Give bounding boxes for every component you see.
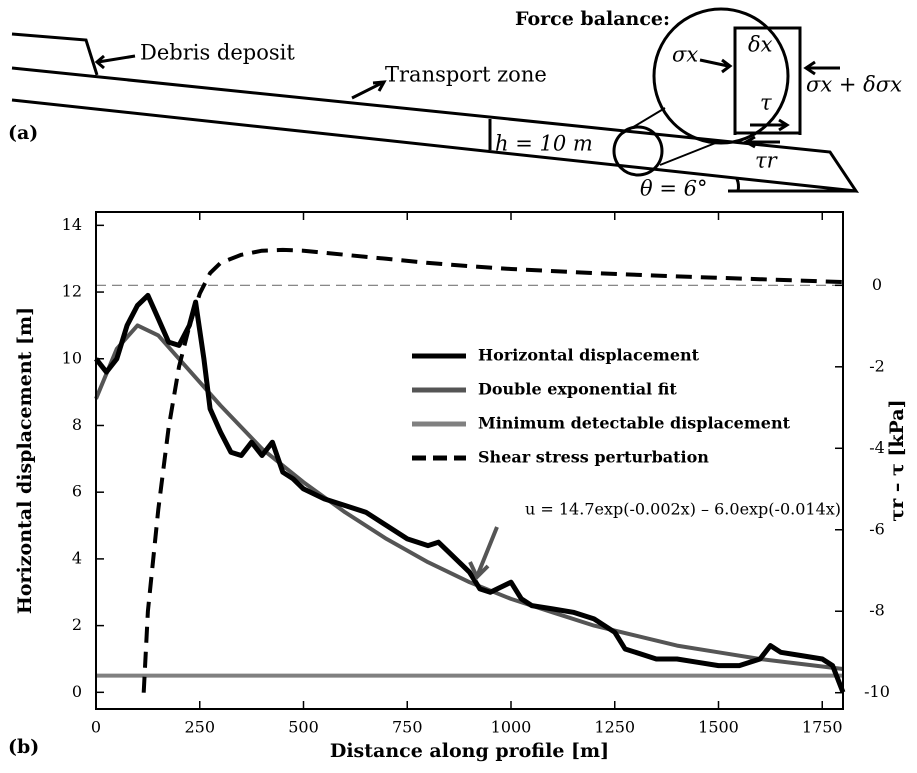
transport-label: Transport zone: [385, 63, 547, 87]
y2-tick-label: -8: [869, 601, 885, 620]
x-tick-label: 0: [91, 718, 101, 737]
x-tick-label: 500: [288, 718, 319, 737]
y2-tick-label: -4: [869, 438, 885, 457]
force-balance-title: Force balance:: [515, 8, 670, 30]
dx-label: δx: [748, 33, 773, 57]
panel-label: (b): [8, 736, 39, 758]
thickness-label: h = 10 m: [495, 132, 593, 156]
y-tick-label: 10: [62, 348, 82, 367]
y2-tick-label: -10: [864, 682, 890, 701]
plot-frame: [96, 212, 843, 709]
angle-arc: [737, 179, 738, 191]
y-tick-label: 2: [72, 615, 82, 634]
y-tick-label: 6: [72, 482, 82, 501]
tau-label: τ: [760, 91, 772, 115]
y2-axis-label: τr – τ [kPa]: [886, 399, 908, 521]
x-tick-label: 1000: [491, 718, 532, 737]
y-tick-label: 8: [72, 415, 82, 434]
debris-label: Debris deposit: [140, 41, 295, 65]
tau-r-label: τr: [755, 149, 779, 173]
series-line: [96, 295, 843, 692]
x-axis-label: Distance along profile [m]: [330, 740, 609, 762]
y-tick-label: 0: [72, 682, 82, 701]
sigma-left: σx: [672, 43, 698, 67]
zoom-line: [660, 142, 718, 165]
legend-label: Double exponential fit: [478, 380, 677, 399]
slope-label: θ = 6°: [640, 177, 707, 201]
y-tick-label: 14: [62, 215, 82, 234]
y2-tick-label: -6: [869, 519, 885, 538]
y2-tick-label: 0: [872, 275, 882, 294]
diagram: (a) Force balance: Debris deposit Transp…: [8, 8, 902, 201]
y-axis-label: Horizontal displacement [m]: [14, 307, 36, 614]
series-line: [144, 250, 843, 693]
legend-label: Minimum detectable displacement: [478, 414, 791, 433]
annotation-arrow: [470, 527, 497, 577]
x-tick-label: 1500: [698, 718, 739, 737]
chart: 0 250 500 750 1000 1250 1500 1750 0 2 4 6 8 10 12 14 -10…: [8, 212, 908, 762]
y2-tick-label: -2: [869, 356, 885, 375]
y-tick-label: 12: [62, 282, 82, 301]
figure: (a) Force balance: Debris deposit Transp…: [0, 0, 917, 773]
x-tick-label: 1750: [802, 718, 843, 737]
x-tick-label: 250: [184, 718, 215, 737]
x-tick-label: 750: [392, 718, 423, 737]
panel-label: (a): [8, 122, 38, 144]
legend-label: Shear stress perturbation: [478, 448, 709, 467]
y-tick-label: 4: [72, 548, 82, 567]
sigma-right: σx + δσx: [806, 73, 902, 97]
zoom-line: [620, 108, 665, 135]
legend-label: Horizontal displacement: [478, 346, 700, 365]
annotation: u = 14.7exp(-0.002x) – 6.0exp(-0.014x): [525, 500, 841, 519]
x-tick-label: 1250: [594, 718, 635, 737]
